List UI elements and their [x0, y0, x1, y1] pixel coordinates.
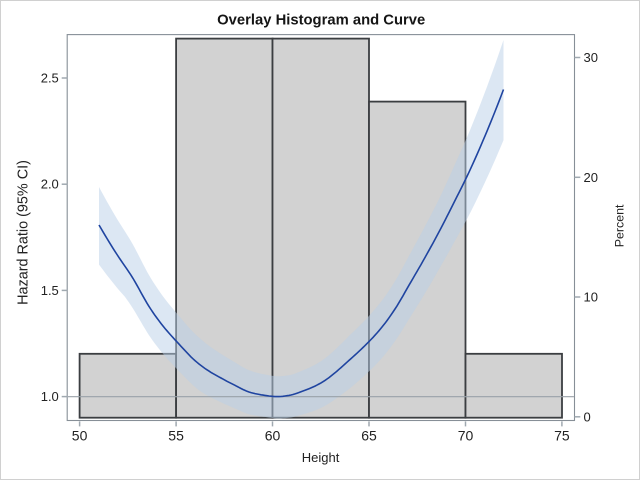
svg-text:1.0: 1.0 — [41, 389, 59, 404]
svg-text:75: 75 — [554, 428, 570, 444]
svg-text:2.5: 2.5 — [41, 71, 59, 86]
svg-text:Overlay Histogram and Curve: Overlay Histogram and Curve — [217, 13, 425, 29]
svg-text:55: 55 — [168, 428, 184, 444]
svg-text:65: 65 — [361, 428, 377, 444]
svg-text:Height: Height — [302, 450, 340, 465]
svg-text:Hazard Ratio (95% CI): Hazard Ratio (95% CI) — [16, 160, 32, 305]
svg-text:30: 30 — [584, 50, 598, 65]
svg-text:0: 0 — [584, 409, 591, 424]
svg-text:50: 50 — [72, 428, 88, 444]
svg-text:1.5: 1.5 — [41, 283, 59, 298]
svg-text:60: 60 — [265, 428, 281, 444]
svg-text:2.0: 2.0 — [41, 177, 59, 192]
svg-text:Percent: Percent — [612, 204, 626, 247]
svg-text:10: 10 — [584, 290, 598, 305]
svg-text:20: 20 — [584, 170, 598, 185]
svg-text:70: 70 — [458, 428, 474, 444]
